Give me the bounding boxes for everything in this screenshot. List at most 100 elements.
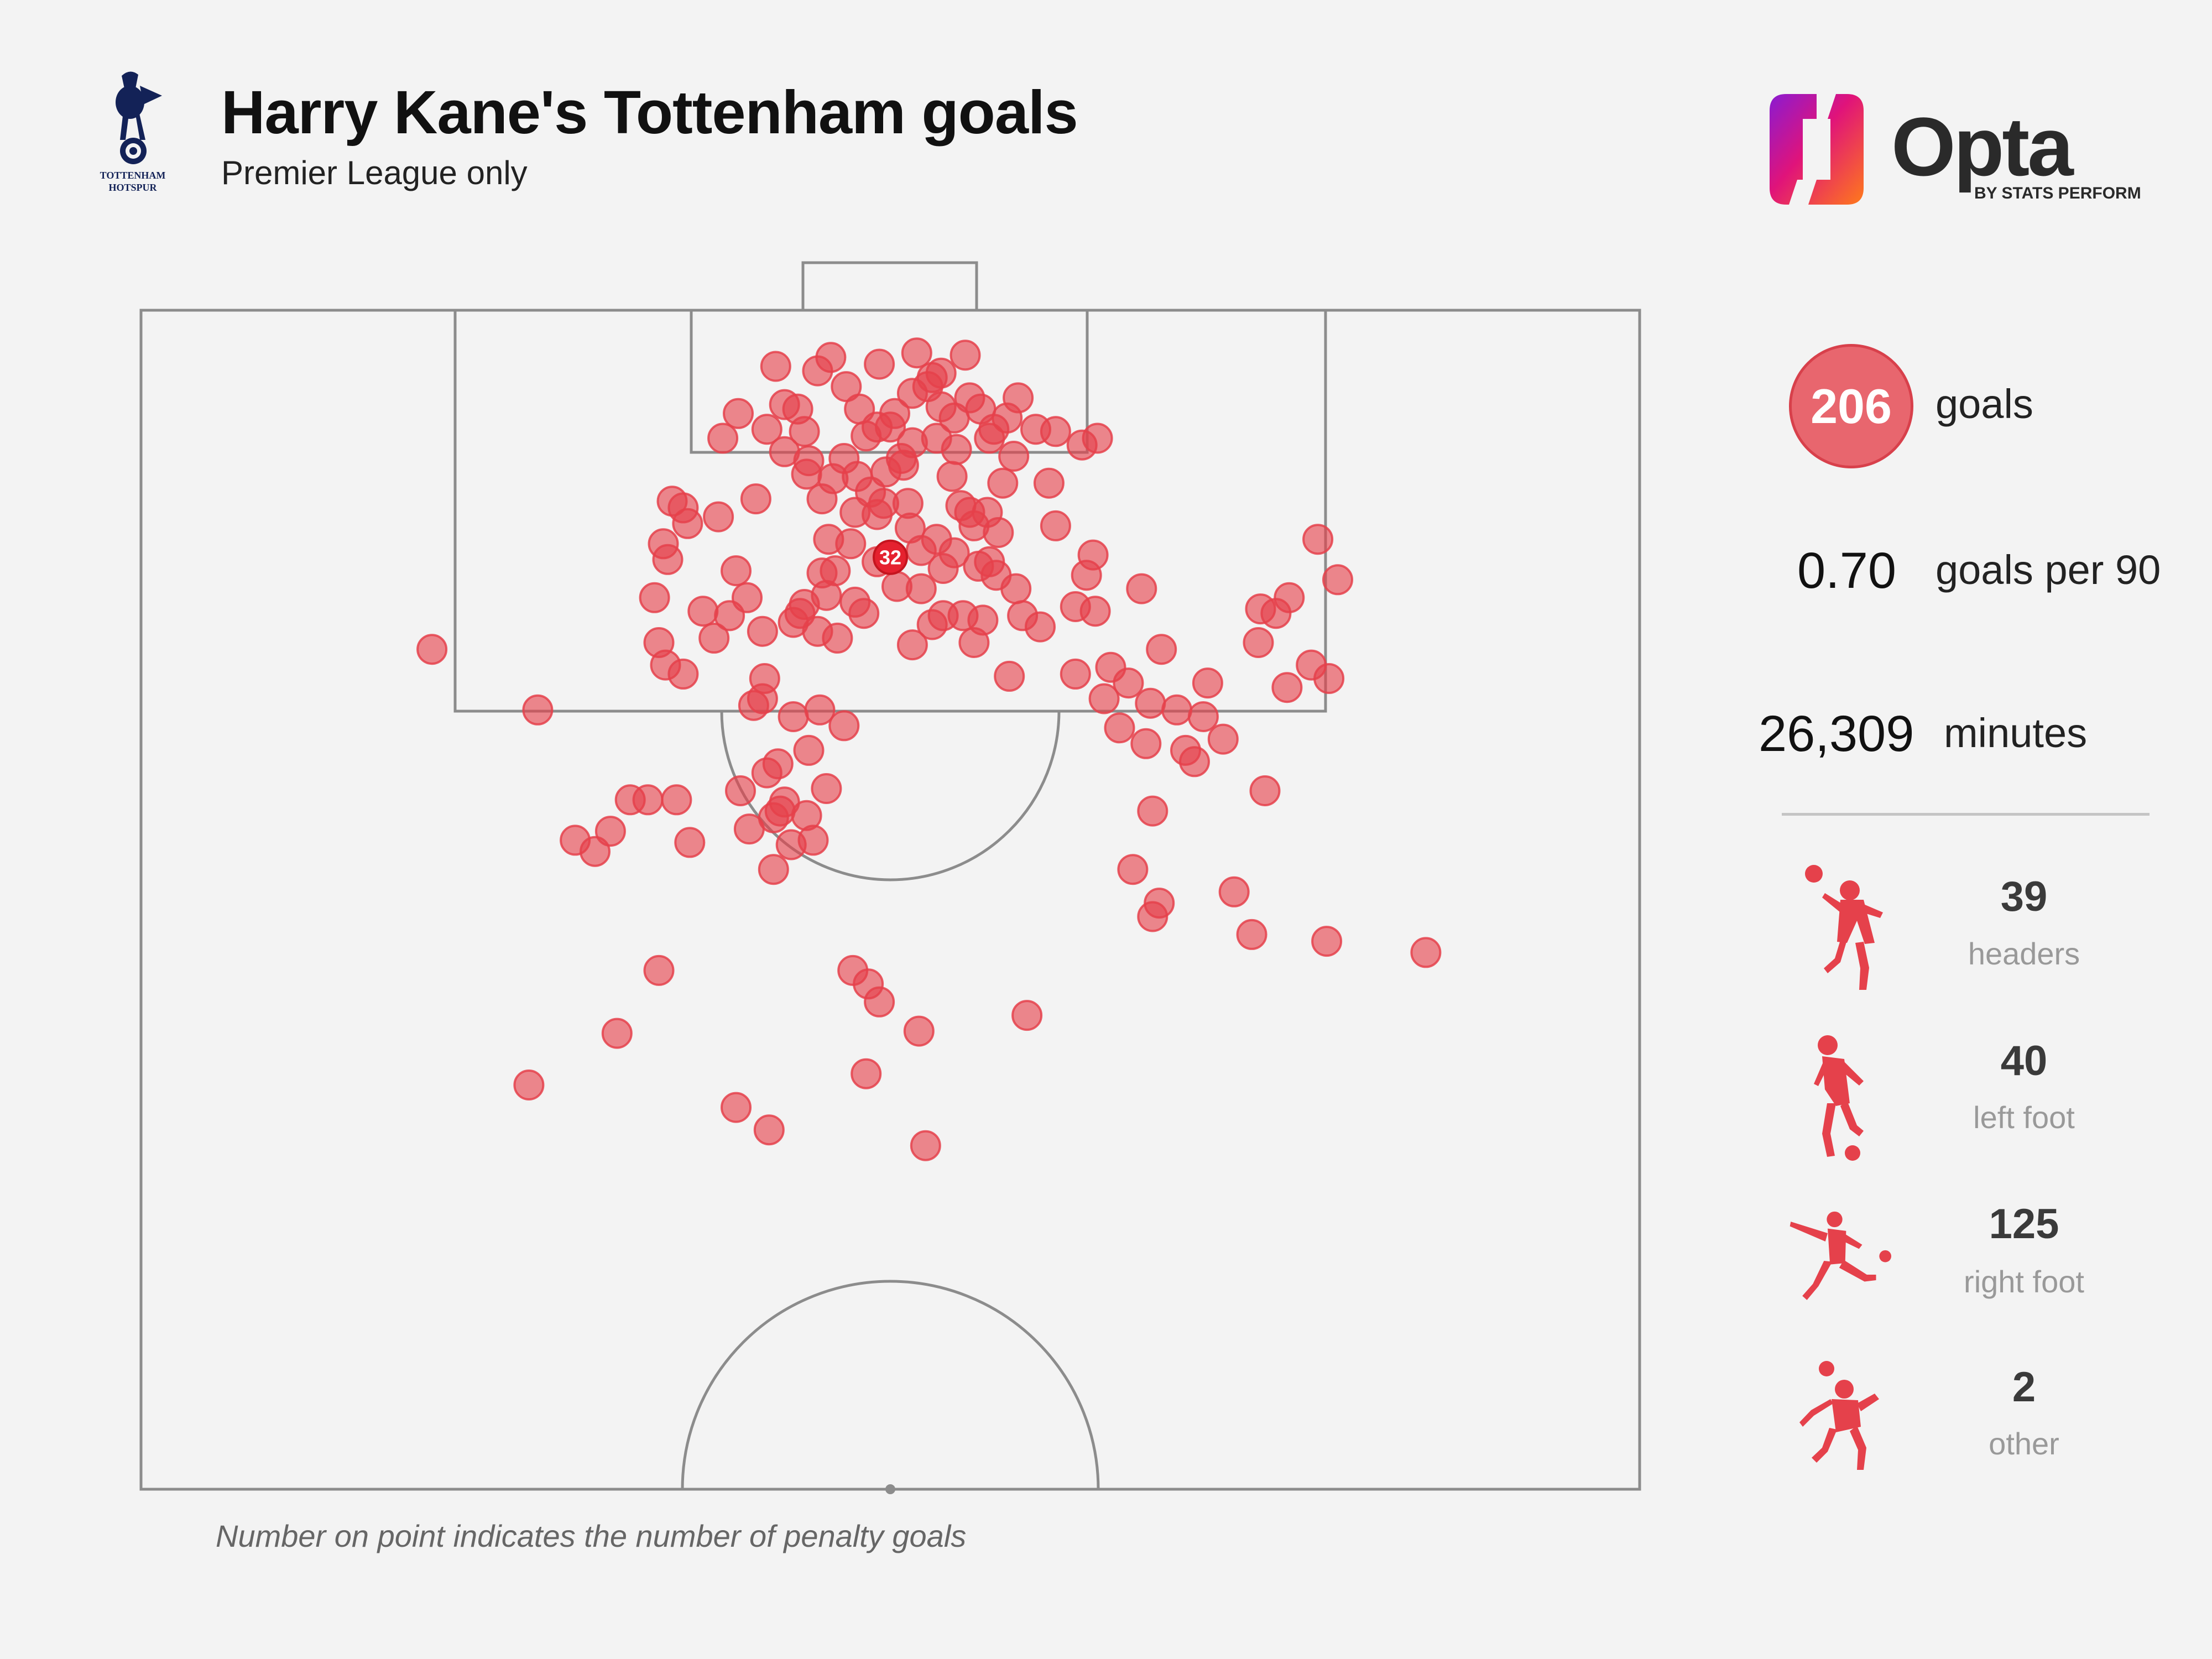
goal-point [1040,416,1071,447]
goal-point [1033,467,1065,499]
goal-point [1060,658,1091,690]
goal-point [903,1015,935,1047]
goal-point [916,362,948,393]
goal-point [703,501,734,533]
goal-point [835,528,867,560]
goal-point [901,337,932,369]
goal-point [747,683,778,714]
goal-point [864,348,895,380]
goal-point [1007,600,1039,632]
pitch-outline [139,309,1641,1491]
goal-point [764,795,796,827]
goal-point [848,598,880,629]
goal-point [1302,524,1334,555]
chart-subtitle: Premier League only [221,154,528,191]
goal-point [1117,854,1149,885]
goal-point [978,414,1010,445]
goal-point [601,1018,633,1049]
goal-point [941,434,972,465]
goal-point [1313,663,1345,694]
goal-point [1243,627,1274,658]
goal-point [760,351,791,382]
goal-point [667,658,699,690]
chart-footnote: Number on point indicates the number of … [216,1519,967,1553]
goal-point [987,467,1019,499]
goal-point [853,968,884,1000]
goal-point [1144,888,1175,919]
goal-point [784,598,816,629]
goal-point [667,492,699,524]
goal-point [661,784,692,816]
other-player-icon [1799,1361,1879,1470]
goal-point [954,497,985,528]
goal-point [769,436,800,467]
goal-point [950,340,981,371]
goal-point [811,773,842,804]
goal-point [1113,667,1144,699]
goal-point [879,398,910,429]
goal-point [791,458,822,490]
goal-point [1207,723,1239,755]
goal-point [958,627,990,658]
goal-point [732,582,763,613]
goal-point [707,422,739,454]
goal-point [1271,672,1303,703]
goal-point [725,775,756,806]
goal-point [723,398,754,429]
crest-text-line1: TOTTENHAM [100,170,166,181]
stats-divider [1782,813,2150,816]
minutes-value: 26,309 [1759,706,1914,762]
goal-point [994,660,1025,692]
goal-point [721,1092,752,1123]
minutes-label: minutes [1944,710,2088,756]
left-foot-count: 40 [2000,1037,2048,1084]
goal-point [1040,510,1071,541]
goal-point [740,483,771,515]
goal-point [758,854,789,885]
goal-point [1170,734,1201,766]
goal-point [747,615,778,647]
header-player-icon [1805,865,1883,990]
goal-point [925,391,957,422]
goal-point [1071,560,1102,591]
goal-point [1088,683,1120,714]
goal-point [1249,775,1281,806]
goal-point [804,694,836,726]
tottenham-crest-logo: TOTTENHAM HOTSPUR [100,71,166,193]
goal-point [1161,694,1193,726]
centre-circle [681,1280,1100,1490]
goal-point [910,1130,941,1161]
goal-point [806,557,838,589]
goal-point [896,629,928,661]
goal-point [594,816,626,847]
left-foot-player-icon [1814,1035,1864,1161]
goal-point [998,441,1030,472]
goal-point [522,694,554,726]
goal-point [881,571,912,602]
goal-point [698,622,730,654]
opta-logo-icon [1770,94,1864,205]
headers-label: headers [1968,936,2080,971]
goal-point [839,497,871,528]
goal-point [762,748,794,780]
pitch-lines [139,261,1641,1491]
goals-per-90-label: goals per 90 [1936,547,2161,593]
opta-logo-subtext: BY STATS PERFORM [1974,184,2141,202]
goal-point [1311,926,1343,957]
goal-point [1135,687,1166,719]
goal-point [1236,919,1267,950]
goal-point [1130,728,1162,759]
goal-point [778,701,809,732]
goal-point [927,600,959,632]
goal-point [643,954,675,986]
goal-point [1000,573,1032,604]
goal-point [1192,667,1223,699]
goal-point [674,827,706,858]
goal-point [687,596,719,627]
right-foot-count: 125 [1989,1201,2059,1248]
left-foot-label: left foot [1973,1100,2075,1135]
penalty-marker: 32 [873,539,908,575]
other-count: 2 [2012,1364,2036,1411]
goal-point [643,627,675,658]
goal-point [751,414,782,445]
